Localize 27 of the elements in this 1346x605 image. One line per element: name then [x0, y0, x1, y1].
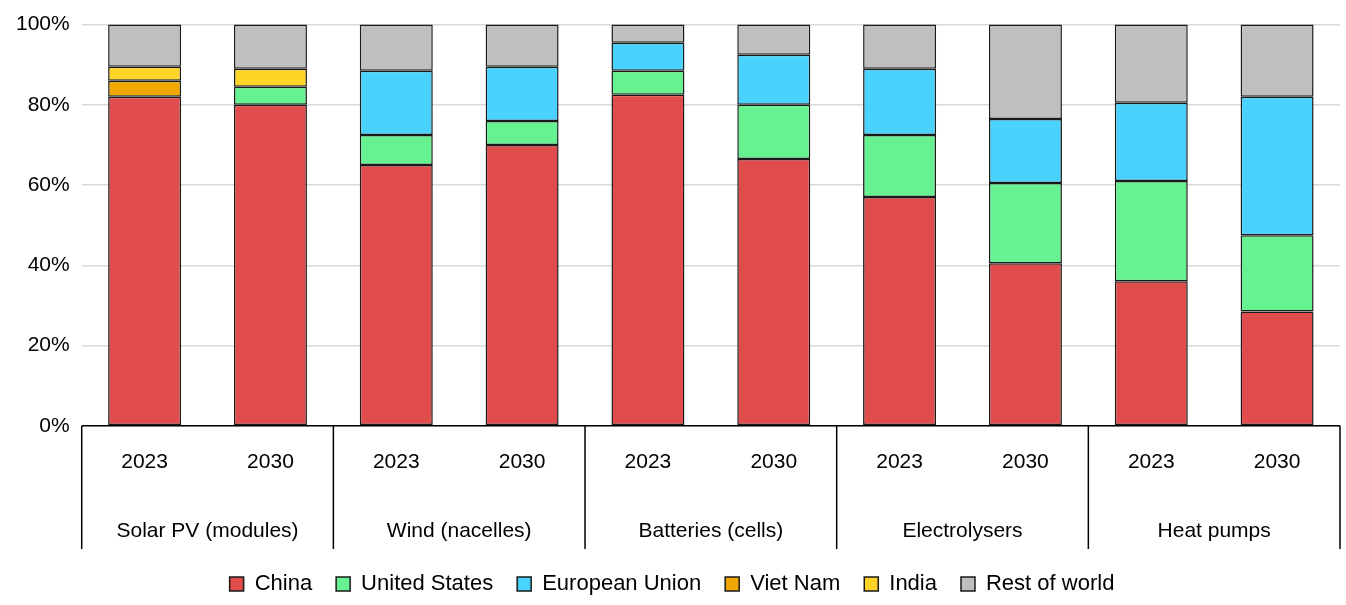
legend-label: European Union: [542, 570, 702, 596]
y-tick-label: 40%: [27, 252, 70, 276]
x-tick-label: 2030: [498, 449, 546, 473]
x-tick-label: 2030: [247, 449, 294, 473]
x-tick-label: 2023: [121, 449, 168, 473]
x-tick-label: 2023: [1127, 449, 1175, 473]
x-tick-label: 2023: [876, 449, 923, 473]
x-tick-label: 2023: [372, 449, 420, 473]
x-tick-label: 2023: [624, 449, 672, 473]
legend-label: United States: [361, 570, 494, 596]
legend-label: Rest of world: [985, 570, 1115, 596]
x-tick-label: 2030: [1253, 449, 1301, 473]
text: Heat pumps: [1157, 517, 1271, 541]
x-tick-label: 2030: [750, 449, 798, 473]
y-tick-label: 0%: [39, 412, 70, 436]
y-tick-label: 80%: [27, 91, 70, 115]
text: Solar PV (modules): [116, 517, 299, 541]
y-tick-label: 20%: [27, 332, 70, 356]
x-tick-label: 2030: [1002, 449, 1049, 473]
legend-label: Viet Nam: [750, 570, 841, 596]
legend-label: China: [254, 570, 313, 596]
y-tick-label: 60%: [27, 171, 70, 195]
text: Wind (nacelles): [386, 517, 532, 541]
text: Electrolysers: [902, 517, 1023, 541]
legend-label: India: [889, 570, 938, 596]
text: Batteries (cells): [638, 517, 784, 541]
y-tick-label: 100%: [15, 11, 70, 35]
